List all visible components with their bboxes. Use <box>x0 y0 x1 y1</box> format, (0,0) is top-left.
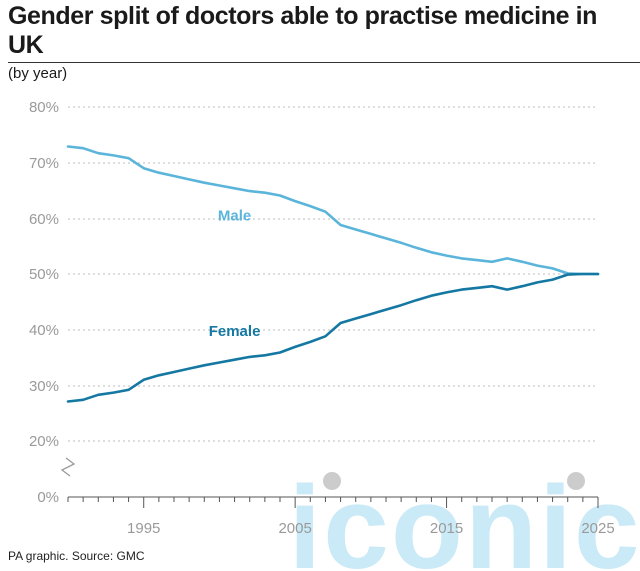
x-tick-label: 2025 <box>581 520 614 537</box>
series-line-female <box>66 272 600 403</box>
x-tick-label: 2015 <box>430 520 463 537</box>
y-axis-ticks: 0% 20% 30% 40% 50% 60% 70% 80% <box>29 99 59 506</box>
watermark-logo: iconic <box>289 462 640 571</box>
grid-lines <box>68 106 598 442</box>
series-label-male: Male <box>218 208 251 225</box>
y-tick-label: 0% <box>37 489 59 506</box>
chart-title: Gender split of doctors able to practise… <box>8 2 598 59</box>
series-line-male <box>66 145 600 276</box>
x-tick-label: 1995 <box>127 520 160 537</box>
source-note: PA graphic. Source: GMC <box>8 549 145 563</box>
watermark-text: iconic <box>289 462 640 571</box>
y-tick-label: 50% <box>29 266 59 283</box>
series-label-female: Female <box>209 323 261 340</box>
x-tick-label: 2005 <box>278 520 311 537</box>
y-tick-label: 30% <box>29 378 59 395</box>
watermark-dot-icon <box>567 472 585 490</box>
y-tick-label: 20% <box>29 433 59 450</box>
title-divider <box>8 62 640 63</box>
y-axis-break-icon <box>60 457 76 477</box>
x-axis: 1995 2005 2015 2025 <box>67 496 615 537</box>
y-tick-label: 70% <box>29 155 59 172</box>
axis-break-zigzag <box>60 457 76 477</box>
chart-subtitle: (by year) <box>8 65 68 82</box>
series-labels: Male Female <box>209 208 261 340</box>
watermark-dot-icon <box>323 472 341 490</box>
y-tick-label: 80% <box>29 99 59 116</box>
y-tick-label: 60% <box>29 211 59 228</box>
series-lines <box>66 145 600 403</box>
y-tick-label: 40% <box>29 322 59 339</box>
